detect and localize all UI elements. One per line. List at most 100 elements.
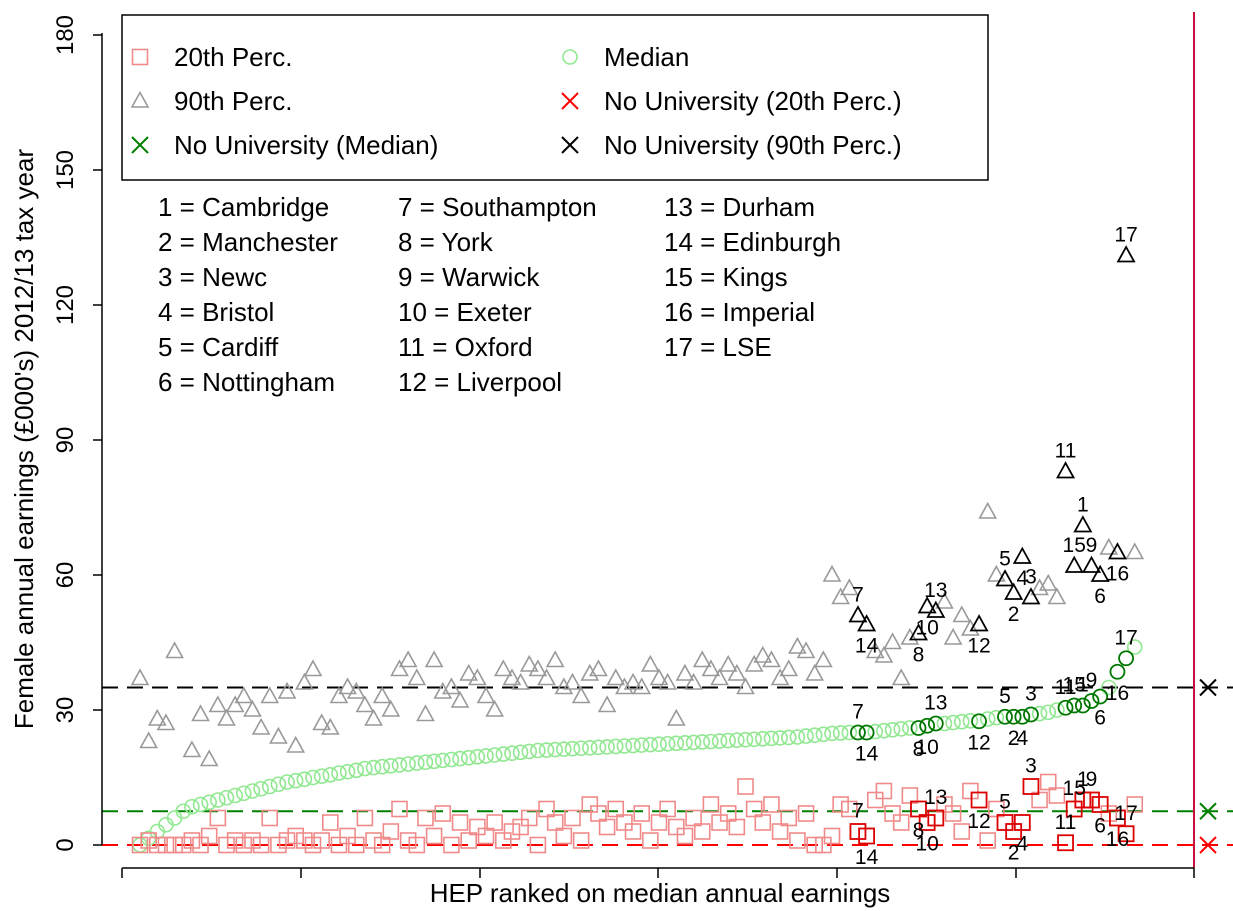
p90-point [286,735,306,753]
median-point [357,760,373,777]
median-point [504,745,520,762]
median-point-highlight [919,717,936,734]
p90-point [398,650,418,668]
y-ticks: 0 30 60 90 120 150 180 [52,15,102,852]
median-point [460,749,477,766]
point-label: 10 [915,617,938,640]
p90-point-highlight [995,569,1015,587]
p90-point [294,672,314,690]
p90-point [147,708,167,726]
p20-point-highlight [1074,791,1092,809]
median-point [1101,679,1117,696]
p20-point [728,818,746,836]
p20-point-highlight [1005,823,1023,840]
p90-point [874,645,894,663]
p20-point [616,814,633,831]
p90-point-highlight [1107,542,1127,560]
p90-point [986,564,1006,582]
p90-point-highlight [1056,461,1076,479]
p90-point-highlight [908,623,929,641]
legend-symbol [562,49,578,65]
p90-point [684,672,703,690]
median-point [867,723,884,740]
median-point [607,738,624,755]
median-point [677,735,693,751]
median-point [452,750,468,767]
median-point-highlight [1014,708,1031,725]
p20-point [650,814,668,831]
p20-point [1048,787,1066,804]
median-point-highlight [1057,699,1074,716]
median-point [824,725,840,742]
p20-point-highlight [970,791,988,809]
median-point [313,768,330,784]
median-point [443,751,460,768]
p90-point [571,686,591,704]
p90-point [865,641,885,659]
p20-point [434,805,452,822]
key-entry: 5 = Cardiff [158,332,279,362]
p90-point [485,699,505,717]
p20-point-highlight [996,814,1014,831]
p20-point [823,827,841,845]
p20-point [745,800,763,818]
median-point [789,729,806,745]
median-point [841,724,858,741]
point-label: 9 [1086,534,1098,557]
p20-point [780,809,798,827]
p20-point [183,832,201,849]
median-point [227,787,243,804]
p20-point [287,827,305,845]
point-label: 14 [855,635,879,658]
median-point [832,725,849,741]
y-tick-label: 150 [52,150,79,190]
median-point [279,774,295,790]
p20-point [546,814,564,831]
p90-point [658,672,678,690]
point-label: 12 [967,635,990,658]
median-point [893,721,910,737]
p90-point [433,681,453,699]
median-point [651,736,667,753]
median-point [625,737,641,754]
point-label: 7 [852,701,864,724]
p90-point [139,731,159,749]
median-point [296,771,313,788]
y-tick-label: 60 [52,562,79,589]
p90-point [736,677,755,695]
p20-point [261,809,279,827]
median-point-highlight [971,713,987,730]
p90-point [563,672,582,690]
p90-point [346,681,366,699]
median-point [876,722,892,739]
key-entry: 9 = Warwick [398,262,540,292]
p90-point [1038,573,1058,591]
median-point [556,741,572,757]
point-label: 1 [1077,768,1089,791]
point-label: 8 [913,819,925,842]
p20-point [815,836,832,854]
p20-point [875,782,893,800]
p20-point-highlight [1057,834,1074,852]
point-label: 3 [1025,566,1037,589]
median-point-highlight [927,715,944,732]
p90-point [952,605,972,623]
p90-point [355,695,375,713]
p90-point [580,663,600,681]
median-point [1031,705,1048,722]
point-label: 11 [1055,440,1077,463]
p90-point [744,654,764,672]
point-label: 8 [913,738,925,761]
median-point [590,739,607,756]
key-entry: 13 = Durham [664,192,815,222]
p20-point [226,832,244,849]
p90-point [191,704,210,722]
p90-point [589,659,608,677]
legend-frame [121,14,989,181]
median-point [780,729,797,746]
p20-point [1031,791,1048,809]
p90-point [182,740,202,758]
median-point [305,769,321,786]
p90-point [710,668,729,686]
median-point [729,732,745,748]
